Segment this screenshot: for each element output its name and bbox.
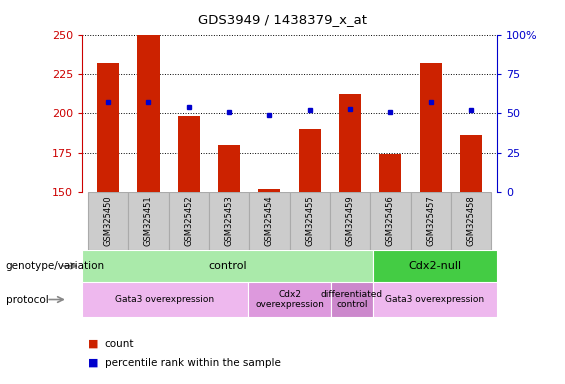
Text: GSM325450: GSM325450 [103, 195, 112, 246]
Text: Cdx2
overexpression: Cdx2 overexpression [255, 290, 324, 309]
Bar [299, 129, 321, 192]
Text: GSM325452: GSM325452 [184, 195, 193, 246]
Bar [330, 192, 370, 250]
Bar [411, 192, 451, 250]
Text: GSM325453: GSM325453 [224, 195, 233, 246]
Text: Gata3 overexpression: Gata3 overexpression [115, 295, 215, 304]
Text: protocol: protocol [6, 295, 49, 305]
Text: ■: ■ [88, 358, 98, 368]
Bar [97, 63, 119, 192]
Text: GDS3949 / 1438379_x_at: GDS3949 / 1438379_x_at [198, 13, 367, 26]
Bar [209, 192, 249, 250]
Text: genotype/variation: genotype/variation [6, 261, 105, 271]
Bar [373, 250, 497, 282]
Text: control: control [208, 261, 246, 271]
Bar [177, 116, 200, 192]
Bar [258, 189, 280, 192]
Bar [128, 192, 168, 250]
Bar [460, 135, 482, 192]
Text: Gata3 overexpression: Gata3 overexpression [385, 295, 484, 304]
Text: percentile rank within the sample: percentile rank within the sample [105, 358, 280, 368]
Bar [289, 192, 330, 250]
Bar [218, 145, 240, 192]
Bar [373, 282, 497, 317]
Bar [451, 192, 491, 250]
Bar [339, 94, 361, 192]
Bar [379, 154, 402, 192]
Text: GSM325459: GSM325459 [346, 195, 355, 246]
Bar [82, 250, 373, 282]
Text: GSM325455: GSM325455 [305, 195, 314, 246]
Text: GSM325457: GSM325457 [426, 195, 435, 246]
Bar [248, 282, 331, 317]
Bar [249, 192, 289, 250]
Text: ■: ■ [88, 339, 98, 349]
Text: differentiated
control: differentiated control [321, 290, 383, 309]
Text: GSM325451: GSM325451 [144, 195, 153, 246]
Bar [88, 192, 128, 250]
Bar [331, 282, 373, 317]
Bar [82, 282, 248, 317]
Bar [137, 35, 159, 192]
Text: GSM325454: GSM325454 [265, 195, 274, 246]
Bar [168, 192, 209, 250]
Text: count: count [105, 339, 134, 349]
Text: GSM325456: GSM325456 [386, 195, 395, 246]
Bar [420, 63, 442, 192]
Text: GSM325458: GSM325458 [467, 195, 476, 246]
Text: Cdx2-null: Cdx2-null [408, 261, 462, 271]
Bar [370, 192, 411, 250]
